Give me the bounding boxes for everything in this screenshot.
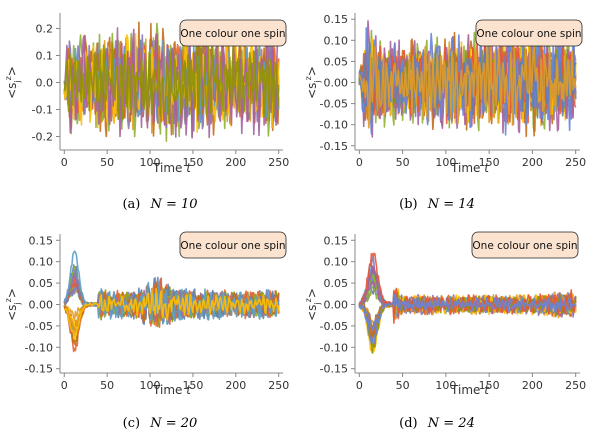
caption-label: (d) bbox=[399, 416, 417, 431]
legend-box bbox=[179, 19, 287, 47]
y-tick-label: 0.10 bbox=[324, 34, 349, 47]
x-tick-label: 150 bbox=[182, 379, 203, 392]
caption-label: (b) bbox=[399, 197, 417, 212]
series-line bbox=[63, 287, 280, 341]
legend: One colour one spin bbox=[475, 19, 583, 47]
y-tick-label: -0.10 bbox=[25, 341, 53, 354]
legend-text: One colour one spin bbox=[180, 240, 285, 252]
y-axis-label: <sjz> bbox=[304, 66, 322, 99]
y-tick-label: -0.2 bbox=[32, 131, 53, 144]
x-tick-label: 50 bbox=[100, 379, 114, 392]
x-tick-label: 100 bbox=[140, 379, 161, 392]
y-tick-label: -0.15 bbox=[25, 363, 53, 376]
series-layer bbox=[358, 20, 577, 138]
axes: 0 50 100 150 200 250 -0.15 -0.10 -0.05 0.00 0.05 0.… bbox=[320, 234, 586, 392]
x-tick-label: 250 bbox=[565, 156, 586, 169]
x-tick-label: 250 bbox=[565, 379, 586, 392]
y-tick-label: 0.00 bbox=[324, 299, 349, 312]
x-tick-label: 250 bbox=[268, 379, 289, 392]
legend: One colour one spin bbox=[179, 19, 287, 47]
panel-c: 0 50 100 150 200 250 -0.15 -0.10 -0.05 0.00 0.05 0.… bbox=[4, 231, 289, 431]
x-tick-label: 150 bbox=[479, 156, 500, 169]
x-tick-label: 250 bbox=[268, 156, 289, 169]
y-tick-label: 0.10 bbox=[324, 256, 349, 269]
y-tick-label: -0.10 bbox=[320, 341, 348, 354]
caption-math: N = 10 bbox=[149, 197, 197, 212]
x-tick-label: 50 bbox=[396, 379, 410, 392]
x-tick-label: 100 bbox=[140, 156, 161, 169]
series-line bbox=[358, 38, 577, 129]
axes: 0 50 100 150 200 250 -0.15 -0.10 -0.05 0.00 0.05 0.… bbox=[25, 234, 289, 392]
legend-box bbox=[179, 231, 287, 259]
y-tick-label: 0.15 bbox=[324, 234, 349, 247]
panel-a: 0 50 100 150 200 250 -0.2 -0.1 0.0 0.1 0.2 One col… bbox=[4, 13, 289, 212]
y-tick-label: 0.10 bbox=[29, 256, 54, 269]
series-line bbox=[358, 293, 577, 346]
legend: One colour one spin bbox=[471, 231, 579, 259]
legend-text: One colour one spin bbox=[180, 28, 285, 40]
y-tick-label: 0.0 bbox=[36, 77, 54, 90]
y-tick-label: 0.05 bbox=[29, 277, 54, 290]
caption: (c) N = 20 bbox=[123, 416, 198, 431]
x-tick-label: 200 bbox=[225, 379, 246, 392]
y-axis-label: <sjz> bbox=[4, 66, 22, 99]
y-tick-label: -0.15 bbox=[320, 140, 348, 153]
y-tick-label: 0.00 bbox=[29, 299, 54, 312]
legend-text: One colour one spin bbox=[472, 240, 577, 252]
caption: (d) N = 24 bbox=[399, 416, 475, 431]
x-tick-label: 0 bbox=[61, 156, 68, 169]
series-layer bbox=[63, 21, 280, 142]
x-axis-label: Time t bbox=[450, 161, 490, 175]
y-tick-label: -0.05 bbox=[320, 98, 348, 111]
caption-label: (c) bbox=[123, 416, 140, 431]
y-tick-label: -0.05 bbox=[25, 320, 53, 333]
x-tick-label: 150 bbox=[182, 156, 203, 169]
legend-box bbox=[475, 19, 583, 47]
axes: 0 50 100 150 200 250 -0.15 -0.10 -0.05 0.00 0.05 0.… bbox=[320, 13, 586, 169]
x-tick-label: 50 bbox=[396, 156, 410, 169]
y-tick-label: 0.2 bbox=[36, 23, 54, 36]
series-layer bbox=[63, 250, 280, 353]
axes: 0 50 100 150 200 250 -0.2 -0.1 0.0 0.1 0.2 bbox=[32, 13, 289, 169]
legend-box bbox=[471, 231, 579, 259]
y-tick-label: 0.15 bbox=[29, 234, 54, 247]
x-tick-label: 200 bbox=[522, 156, 543, 169]
panel-b: 0 50 100 150 200 250 -0.15 -0.10 -0.05 0.00 0.05 0.… bbox=[304, 13, 586, 212]
y-tick-label: -0.1 bbox=[32, 104, 53, 117]
y-tick-label: 0.15 bbox=[324, 13, 349, 26]
x-tick-label: 100 bbox=[435, 379, 456, 392]
x-tick-label: 0 bbox=[61, 379, 68, 392]
caption-math: N = 20 bbox=[149, 416, 197, 431]
x-tick-label: 50 bbox=[100, 156, 114, 169]
y-tick-label: -0.05 bbox=[320, 320, 348, 333]
y-tick-label: -0.10 bbox=[320, 119, 348, 132]
y-tick-label: 0.05 bbox=[324, 55, 349, 68]
caption-math: N = 24 bbox=[427, 416, 475, 431]
x-axis-label: Time t bbox=[152, 161, 192, 175]
legend-text: One colour one spin bbox=[476, 28, 581, 40]
caption: (a) N = 10 bbox=[122, 197, 197, 212]
x-tick-label: 200 bbox=[522, 379, 543, 392]
x-tick-label: 200 bbox=[225, 156, 246, 169]
series-layer bbox=[358, 252, 577, 354]
x-tick-label: 0 bbox=[356, 379, 363, 392]
x-axis-label: Time t bbox=[450, 383, 490, 397]
caption-label: (a) bbox=[122, 197, 140, 212]
panel-d: 0 50 100 150 200 250 -0.15 -0.10 -0.05 0.00 0.05 0.… bbox=[304, 231, 586, 431]
y-tick-label: 0.00 bbox=[324, 77, 349, 90]
x-axis-label: Time t bbox=[152, 383, 192, 397]
y-tick-label: 0.1 bbox=[36, 50, 54, 63]
x-tick-label: 150 bbox=[479, 379, 500, 392]
caption-math: N = 14 bbox=[427, 197, 475, 212]
legend: One colour one spin bbox=[179, 231, 287, 259]
y-axis-label: <sjz> bbox=[4, 288, 22, 321]
y-tick-label: 0.05 bbox=[324, 277, 349, 290]
x-tick-label: 100 bbox=[435, 156, 456, 169]
series-line bbox=[63, 42, 280, 124]
caption: (b) N = 14 bbox=[399, 197, 475, 212]
y-tick-label: -0.15 bbox=[320, 363, 348, 376]
y-axis-label: <sjz> bbox=[304, 288, 322, 321]
x-tick-label: 0 bbox=[356, 156, 363, 169]
